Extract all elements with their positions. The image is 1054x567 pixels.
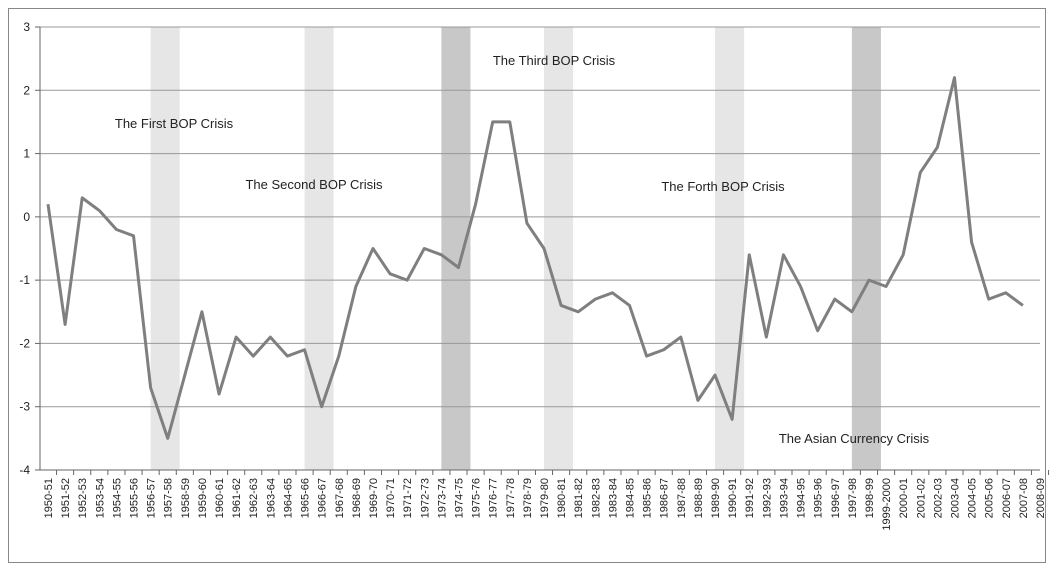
annotation: The Second BOP Crisis bbox=[245, 177, 383, 192]
shaded-period bbox=[715, 27, 745, 470]
x-tick-label: 1982-83 bbox=[590, 478, 602, 518]
annotation: The Forth BOP Crisis bbox=[661, 179, 785, 194]
x-tick-label: 1964-65 bbox=[282, 478, 294, 518]
x-tick-label: 1978-79 bbox=[522, 478, 534, 518]
shaded-period bbox=[544, 27, 574, 470]
x-tick-label: 2003-04 bbox=[949, 478, 961, 518]
y-tick-label: -1 bbox=[19, 273, 30, 287]
x-tick-label: 1969-70 bbox=[368, 478, 380, 518]
x-tick-label: 1989-90 bbox=[710, 478, 722, 518]
x-tick-label: 1996-97 bbox=[830, 478, 842, 518]
x-tick-label: 1994-95 bbox=[796, 478, 808, 518]
shaded-period bbox=[304, 27, 334, 470]
x-tick-label: 1997-98 bbox=[847, 478, 859, 518]
shaded-period bbox=[441, 27, 471, 470]
x-tick-label: 1983-84 bbox=[607, 478, 619, 518]
x-tick-label: 1976-77 bbox=[488, 478, 500, 518]
x-tick-label: 1952-53 bbox=[77, 478, 89, 518]
x-tick-label: 1956-57 bbox=[146, 478, 158, 518]
x-tick-label: 1993-94 bbox=[778, 478, 790, 518]
x-tick-label: 1979-80 bbox=[539, 478, 551, 518]
x-tick-label: 1959-60 bbox=[197, 478, 209, 518]
x-tick-label: 1975-76 bbox=[471, 478, 483, 518]
x-tick-label: 1992-93 bbox=[761, 478, 773, 518]
x-tick-label: 1977-78 bbox=[505, 478, 517, 518]
x-tick-label: 1958-59 bbox=[180, 478, 192, 518]
x-tick-label: 2005-06 bbox=[984, 478, 996, 518]
annotation: The First BOP Crisis bbox=[115, 116, 234, 131]
y-tick-label: -4 bbox=[19, 463, 30, 477]
x-tick-label: 1999-2000 bbox=[881, 478, 893, 531]
x-tick-label: 1995-96 bbox=[813, 478, 825, 518]
x-tick-label: 1971-72 bbox=[402, 478, 414, 518]
y-tick-label: 3 bbox=[23, 20, 30, 34]
x-tick-label: 1980-81 bbox=[556, 478, 568, 518]
shaded-period bbox=[150, 27, 180, 470]
x-tick-label: 1955-56 bbox=[129, 478, 141, 518]
x-tick-label: 1990-91 bbox=[727, 478, 739, 518]
annotation: The Asian Currency Crisis bbox=[779, 431, 930, 446]
x-tick-label: 1962-63 bbox=[248, 478, 260, 518]
x-tick-label: 1968-69 bbox=[351, 478, 363, 518]
x-tick-label: 2008-09 bbox=[1035, 478, 1047, 518]
x-tick-label: 1986-87 bbox=[659, 478, 671, 518]
x-tick-label: 1966-67 bbox=[317, 478, 329, 518]
x-tick-label: 2002-03 bbox=[932, 478, 944, 518]
x-tick-label: 2006-07 bbox=[1001, 478, 1013, 518]
x-tick-label: 1970-71 bbox=[385, 478, 397, 518]
shaded-period bbox=[851, 27, 881, 470]
series-line bbox=[46, 76, 1024, 440]
x-tick-label: 1953-54 bbox=[94, 478, 106, 518]
x-tick-label: 1987-88 bbox=[676, 478, 688, 518]
y-tick-label: 1 bbox=[23, 147, 30, 161]
x-tick-label: 1960-61 bbox=[214, 478, 226, 518]
x-tick-label: 1981-82 bbox=[573, 478, 585, 518]
y-tick-label: -2 bbox=[19, 336, 30, 350]
annotation: The Third BOP Crisis bbox=[493, 53, 616, 68]
x-tick-label: 1998-99 bbox=[864, 478, 876, 518]
x-tick-label: 1991-92 bbox=[744, 478, 756, 518]
x-tick-label: 1950-51 bbox=[43, 478, 55, 518]
y-tick-label: -3 bbox=[19, 400, 30, 414]
x-tick-label: 1957-58 bbox=[163, 478, 175, 518]
x-tick-label: 1988-89 bbox=[693, 478, 705, 518]
x-tick-label: 2004-05 bbox=[967, 478, 979, 518]
x-tick-label: 2001-02 bbox=[915, 478, 927, 518]
x-tick-label: 1984-85 bbox=[625, 478, 637, 518]
x-tick-label: 1961-62 bbox=[231, 478, 243, 518]
x-tick-label: 1951-52 bbox=[60, 478, 72, 518]
y-tick-label: 2 bbox=[23, 83, 30, 97]
y-tick-label: 0 bbox=[23, 210, 30, 224]
x-tick-label: 1972-73 bbox=[419, 478, 431, 518]
x-tick-label: 1974-75 bbox=[453, 478, 465, 518]
x-tick-label: 1967-68 bbox=[334, 478, 346, 518]
x-tick-label: 1963-64 bbox=[265, 478, 277, 518]
x-tick-label: 1954-55 bbox=[111, 478, 123, 518]
x-tick-label: 2000-01 bbox=[898, 478, 910, 518]
x-tick-label: 1985-86 bbox=[642, 478, 654, 518]
x-tick-label: 1973-74 bbox=[436, 478, 448, 518]
x-tick-label: 2007-08 bbox=[1018, 478, 1030, 518]
x-tick-label: 1965-66 bbox=[300, 478, 312, 518]
